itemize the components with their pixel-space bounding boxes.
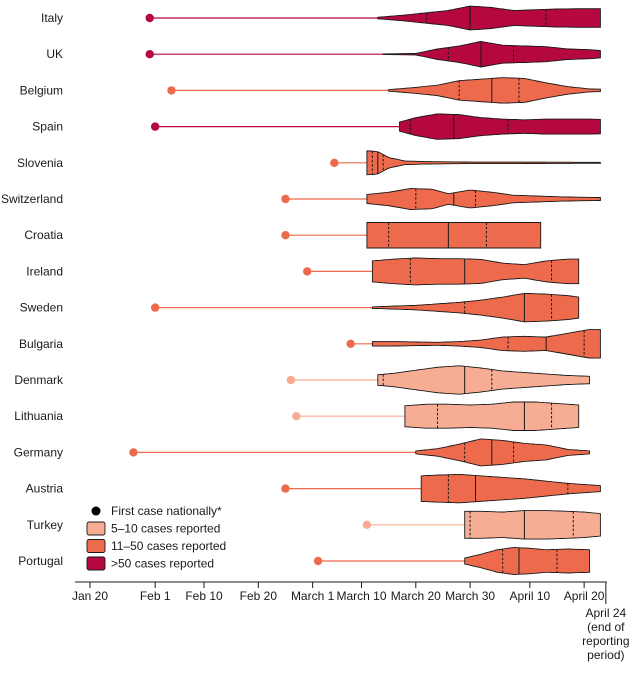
first-case-dot <box>313 556 323 566</box>
end-of-period-label: (end of <box>587 620 625 634</box>
country-row-ireland: Ireland <box>26 257 580 286</box>
legend-label: First case nationally* <box>111 504 222 518</box>
first-case-dot <box>346 339 355 348</box>
violin-shape <box>399 113 601 140</box>
first-case-dot <box>303 267 312 276</box>
first-case-dot <box>129 448 138 457</box>
country-row-uk: UK <box>46 41 601 68</box>
legend-swatch <box>86 521 106 536</box>
legend-swatch <box>86 539 106 553</box>
violin-shape <box>382 41 601 68</box>
country-row-croatia: Croatia <box>24 222 542 249</box>
country-label: Lithuania <box>14 409 63 423</box>
end-of-period-label: period) <box>587 648 624 662</box>
violin-shape <box>415 438 591 467</box>
country-row-slovenia: Slovenia <box>17 150 601 176</box>
country-row-spain: Spain <box>32 113 601 140</box>
country-row-lithuania: Lithuania <box>14 401 580 431</box>
end-of-period-label: April 24 <box>586 606 627 620</box>
violin-shape <box>371 292 580 323</box>
country-label: Bulgaria <box>19 337 63 351</box>
country-label: Sweden <box>20 301 63 315</box>
legend-label: >50 cases reported <box>111 557 214 571</box>
first-case-dot <box>145 13 154 23</box>
first-case-dot <box>362 520 372 529</box>
country-label: Denmark <box>14 373 64 387</box>
first-case-dot <box>281 194 290 204</box>
country-row-denmark: Denmark <box>14 365 591 395</box>
violin-shape <box>366 222 542 249</box>
violin-shape <box>464 547 591 575</box>
violin-shape <box>388 77 601 104</box>
legend-dot <box>91 506 101 516</box>
legend-label: 11–50 cases reported <box>111 539 226 553</box>
country-row-portugal: Portugal <box>18 547 591 575</box>
violin-shape <box>371 329 601 359</box>
violin-shape <box>377 365 591 395</box>
first-case-dot <box>330 158 339 167</box>
violin-shape <box>464 510 601 540</box>
first-case-dot <box>281 231 290 240</box>
country-label: Ireland <box>26 264 63 278</box>
x-tick-label: Feb 20 <box>240 589 278 603</box>
country-row-switzerland: Switzerland <box>1 188 601 210</box>
x-tick-label: Feb 1 <box>140 589 171 603</box>
first-case-dot <box>286 375 296 385</box>
country-row-sweden: Sweden <box>20 292 580 323</box>
violin-shape <box>420 473 601 504</box>
country-label: UK <box>46 47 63 61</box>
country-label: Austria <box>26 482 64 496</box>
violin-shape <box>377 5 601 31</box>
x-tick-label: April 20 <box>564 589 605 603</box>
country-label: Slovenia <box>17 156 63 170</box>
x-tick-label: Feb 10 <box>185 589 223 603</box>
country-row-germany: Germany <box>14 438 591 467</box>
country-label: Switzerland <box>1 192 63 206</box>
first-case-dot <box>167 86 176 95</box>
country-label: Belgium <box>20 83 63 97</box>
first-case-dot <box>281 484 290 493</box>
violin-shape <box>404 401 580 431</box>
country-label: Croatia <box>24 228 63 242</box>
x-tick-label: April 10 <box>509 589 550 603</box>
legend: First case nationally* 5–10 cases reporte… <box>86 504 226 571</box>
country-rows: Italy UK Belgium Spain Slovenia Switzerland Cr… <box>1 5 601 575</box>
violin-shape <box>371 257 580 286</box>
violin-shape <box>366 188 601 210</box>
x-tick-label: March 30 <box>445 589 495 603</box>
violin-shape <box>366 150 601 176</box>
country-row-turkey: Turkey <box>27 510 601 540</box>
country-label: Italy <box>41 11 63 25</box>
x-tick-label: Jan 20 <box>72 589 108 603</box>
first-case-dot <box>145 50 154 59</box>
legend-swatch <box>86 556 106 571</box>
country-row-bulgaria: Bulgaria <box>19 329 601 359</box>
country-label: Portugal <box>18 554 63 568</box>
end-of-period-label: reporting <box>582 634 629 648</box>
country-label: Turkey <box>27 518 63 532</box>
first-case-dot <box>292 412 301 421</box>
x-axis: Jan 20 Feb 1 Feb 10 Feb 20 March 1 March 10 Ma… <box>72 581 630 662</box>
legend-label: 5–10 cases reported <box>111 522 220 536</box>
first-case-dot <box>150 303 160 312</box>
country-row-belgium: Belgium <box>20 77 601 104</box>
country-row-italy: Italy <box>41 5 601 31</box>
x-tick-label: March 20 <box>391 589 441 603</box>
country-row-austria: Austria <box>26 473 601 504</box>
x-tick-label: March 10 <box>336 589 386 603</box>
first-case-dot <box>150 122 160 131</box>
country-label: Germany <box>14 445 63 459</box>
x-tick-label: March 1 <box>291 589 335 603</box>
country-label: Spain <box>32 120 63 134</box>
